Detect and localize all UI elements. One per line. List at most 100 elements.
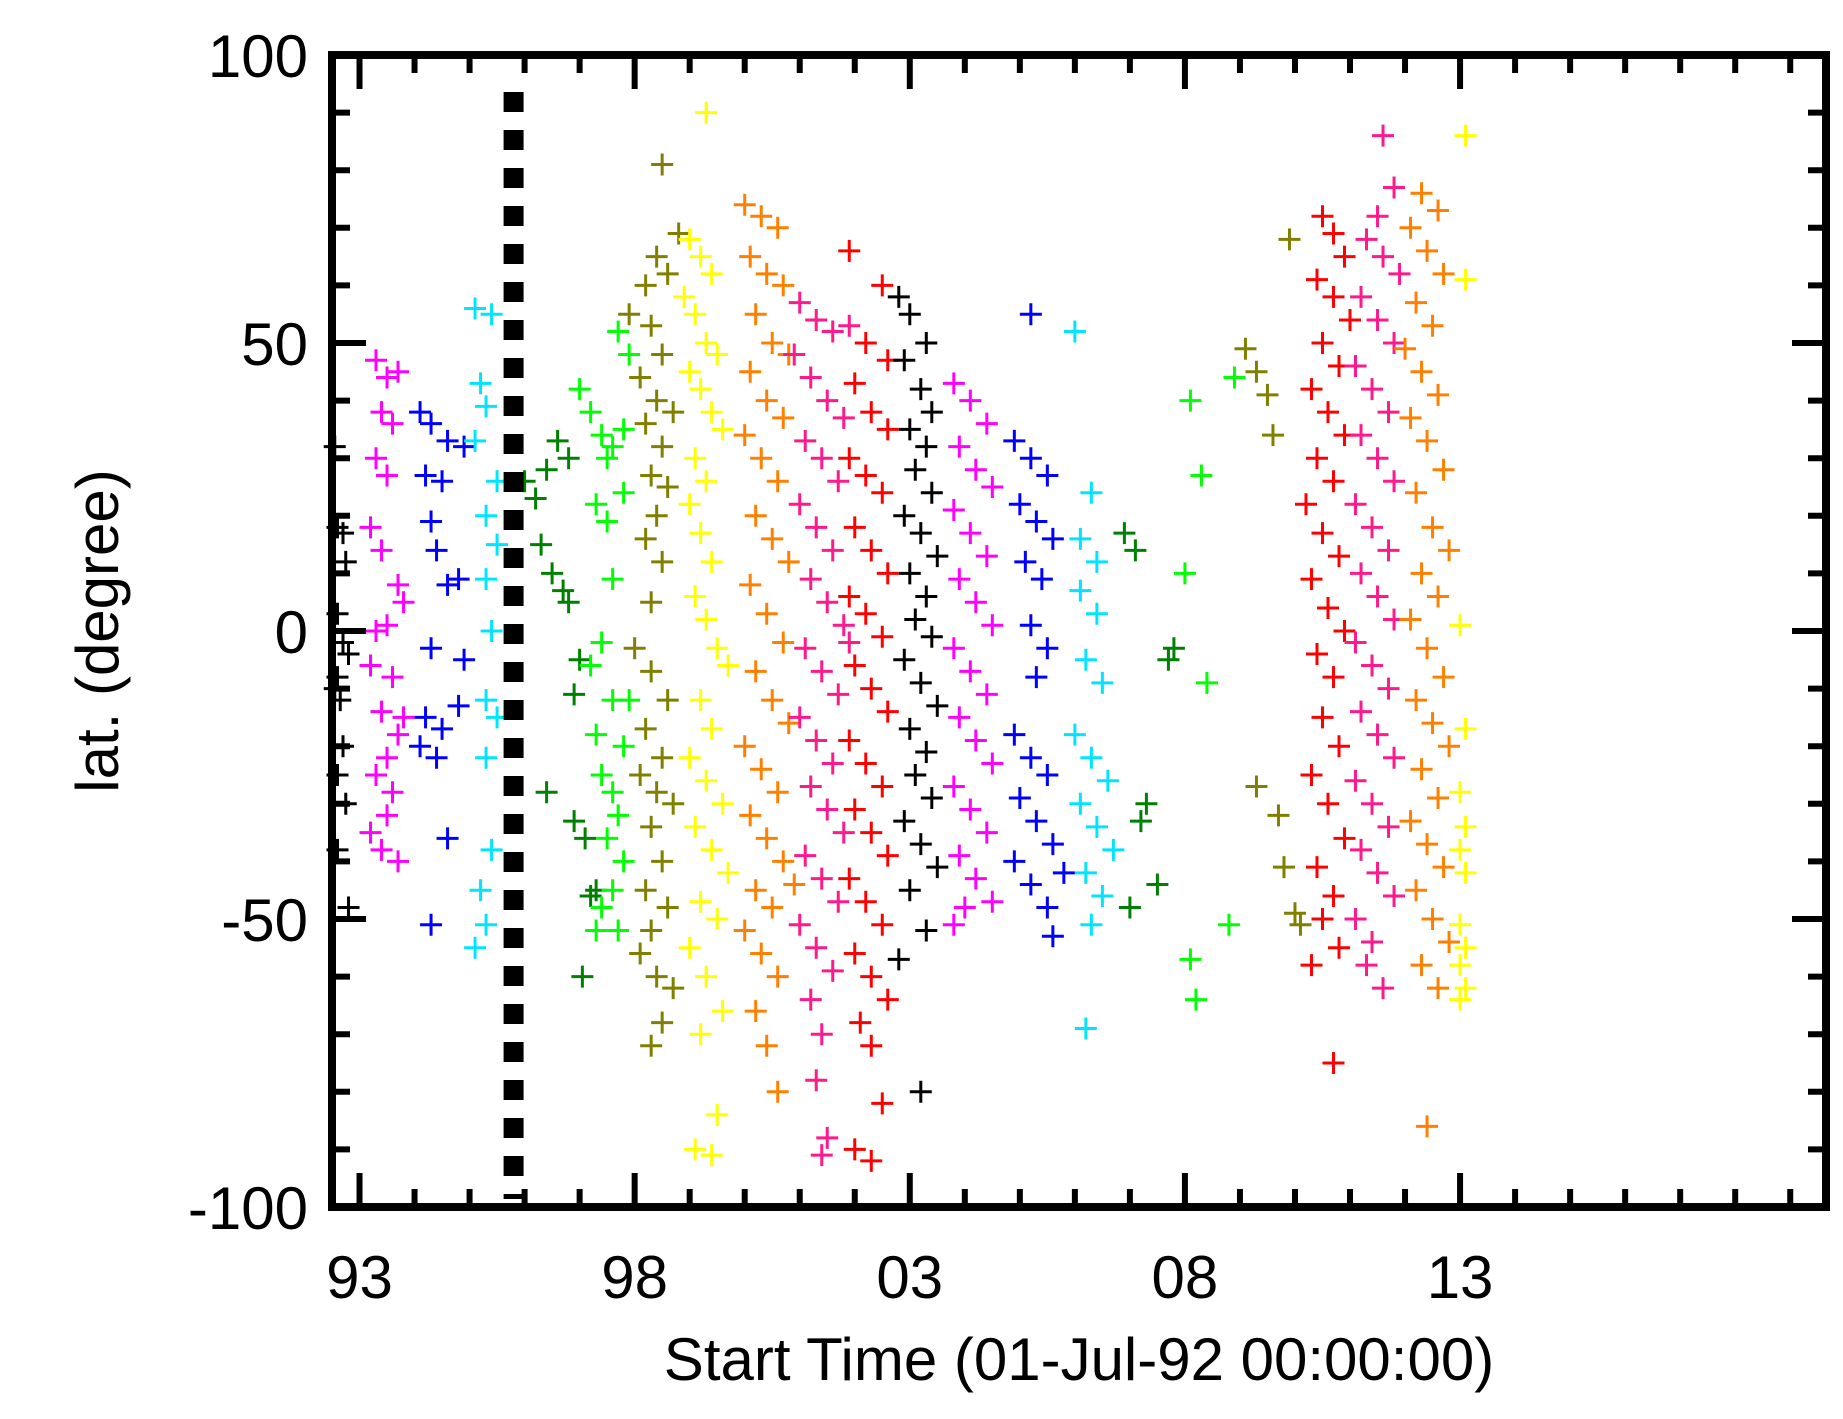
data-point [1305,268,1328,291]
data-point [893,810,916,833]
series-2 [359,349,415,873]
data-point [359,821,382,844]
data-point [1366,585,1389,608]
data-point [359,516,382,539]
data-point [475,395,498,418]
data-point [700,401,723,424]
data-point [761,527,784,550]
data-point [387,723,410,746]
data-point [772,274,795,297]
data-point [651,550,674,573]
data-point [706,343,729,366]
y-tick-label: 100 [208,23,308,90]
data-point [1305,643,1328,666]
data-point [365,764,388,786]
data-point [1085,550,1108,573]
data-point [772,850,795,873]
data-point [887,948,910,971]
data-point [761,896,784,919]
data-point [788,913,811,936]
data-point [392,591,415,614]
data-point [1025,810,1048,833]
data-point [1372,124,1395,147]
data-point [700,838,723,861]
data-point [860,401,883,424]
series-6 [568,320,641,942]
data-point [1267,804,1290,827]
data-point [981,614,1004,637]
data-point [700,717,723,740]
data-point [629,764,652,786]
data-point [634,412,657,435]
data-point [799,988,822,1011]
data-point [640,464,663,487]
data-point [909,671,932,694]
data-point [915,919,938,942]
data-point [1300,764,1323,786]
data-point [387,360,410,383]
data-point [788,706,811,729]
data-point [1317,596,1339,619]
data-point [1449,913,1472,936]
y-axis-title: lat. (degree) [64,469,131,793]
data-point [1019,447,1042,470]
data-point [469,372,492,395]
data-point [1085,815,1108,838]
data-point [1328,545,1351,568]
data-point [651,153,674,176]
data-point [755,602,778,625]
data-point [926,545,949,568]
data-point [816,1126,839,1149]
data-point [1355,954,1378,977]
x-tick-label: 13 [1427,1244,1494,1311]
data-point [376,464,399,487]
data-point [1173,562,1196,585]
data-point [1399,406,1422,429]
data-point [590,631,613,654]
data-point [1019,746,1042,769]
data-point [1080,746,1103,769]
data-point [1427,585,1450,608]
data-point [645,781,668,804]
data-point [678,228,701,251]
data-point [975,683,998,706]
data-point [1350,838,1373,861]
data-point [1305,447,1328,470]
data-point [838,239,861,262]
data-point [805,936,828,959]
data-point [1008,493,1031,516]
data-point [409,401,432,424]
data-point [678,936,701,959]
data-point [1245,775,1268,798]
data-point [651,435,674,458]
data-point [838,314,861,337]
data-point [689,890,712,913]
data-point [816,798,839,821]
data-point [832,406,855,429]
data-point [1344,908,1367,930]
data-point [1322,470,1345,493]
data-point [689,1023,712,1046]
data-point [689,522,712,545]
data-point [876,844,899,867]
data-point [1003,723,1026,746]
data-point [1052,861,1075,884]
data-point [552,579,575,602]
data-point [915,435,938,458]
series-19 [1294,205,1362,1074]
data-point [1278,228,1301,251]
data-point [744,504,767,527]
data-point [524,487,547,510]
data-markers [323,101,1477,1172]
data-point [766,1080,789,1103]
data-point [832,821,855,844]
data-point [425,539,448,562]
data-point [926,694,949,717]
data-point [1449,614,1472,637]
data-point [948,435,971,458]
data-point [1454,268,1477,291]
data-point [1311,205,1334,228]
data-point [953,896,976,919]
data-point [645,389,668,412]
data-point [1195,671,1218,694]
